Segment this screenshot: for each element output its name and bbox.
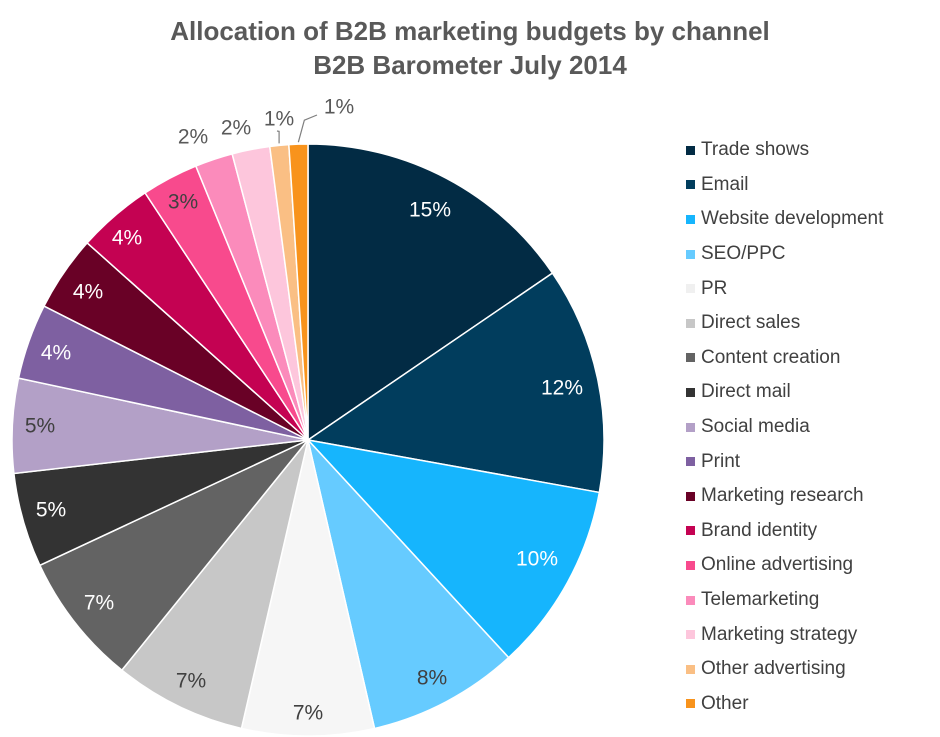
- pie-slice-email: [306, 272, 605, 494]
- legend-swatch: [686, 387, 695, 397]
- legend-swatch: [686, 145, 695, 155]
- legend-item-online-advertising: Online advertising: [686, 548, 936, 583]
- data-label-telemarketing: 2%: [178, 126, 208, 149]
- legend-label: Marketing strategy: [701, 623, 858, 645]
- chart-subtitle: B2B Barometer July 2014: [313, 50, 627, 80]
- legend-item-marketing-research: Marketing research: [686, 479, 936, 514]
- data-label-social-media: 5%: [25, 415, 55, 438]
- data-label-pr: 7%: [293, 702, 323, 725]
- legend-label: Content creation: [701, 346, 841, 368]
- legend-label: SEO/PPC: [701, 243, 786, 265]
- legend-label: Direct sales: [701, 312, 801, 334]
- legend-item-direct-mail: Direct mail: [686, 375, 936, 410]
- legend-label: Other advertising: [701, 658, 846, 680]
- legend-item-social-media: Social media: [686, 410, 936, 445]
- legend-swatch: [686, 595, 695, 605]
- legend-item-direct-sales: Direct sales: [686, 306, 936, 341]
- legend-label: Social media: [701, 416, 810, 438]
- legend-item-brand-identity: Brand identity: [686, 514, 936, 549]
- leader-lines: [276, 114, 318, 144]
- legend-label: Marketing research: [701, 485, 864, 507]
- pie-slice-website-development: [305, 438, 601, 659]
- pie-slices: [11, 143, 605, 737]
- legend-label: Website development: [701, 208, 884, 230]
- legend-item-telemarketing: Telemarketing: [686, 583, 936, 618]
- legend-label: PR: [701, 277, 728, 299]
- legend-item-content-creation: Content creation: [686, 341, 936, 376]
- legend-label: Trade shows: [701, 139, 810, 161]
- data-labels: 15% 12% 10% 8% 7% 7% 7% 5% 5% 4% 4% 4% 3% 2% 2% 1% 1%: [25, 96, 583, 725]
- pie-slice-trade-shows: [307, 143, 554, 442]
- legend-swatch: [686, 457, 695, 467]
- legend-swatch: [686, 284, 695, 294]
- chart-title: Allocation of B2B marketing budgets by c…: [0, 14, 940, 82]
- legend-label: Telemarketing: [701, 589, 820, 611]
- legend-swatch: [686, 249, 695, 259]
- data-label-brand-identity: 4%: [112, 227, 142, 250]
- data-label-seo-ppc: 8%: [417, 667, 447, 690]
- legend-swatch: [686, 630, 695, 640]
- legend-item-seo-ppc: SEO/PPC: [686, 237, 936, 272]
- leader-line-other-advertising: [276, 130, 280, 144]
- legend-swatch: [686, 353, 695, 363]
- legend-swatch: [686, 422, 695, 432]
- data-label-other: 1%: [324, 96, 354, 119]
- legend-item-marketing-strategy: Marketing strategy: [686, 617, 936, 652]
- legend: Trade shows Email Website development SEO/P…: [686, 133, 936, 721]
- leader-line-other: [297, 114, 318, 143]
- legend-item-pr: PR: [686, 271, 936, 306]
- legend-swatch: [686, 526, 695, 536]
- legend-swatch: [686, 180, 695, 190]
- legend-label: Direct mail: [701, 381, 791, 403]
- data-label-print: 4%: [41, 342, 71, 365]
- pie-slice-direct-sales: [120, 439, 309, 730]
- legend-item-email: Email: [686, 168, 936, 203]
- data-label-content-creation: 7%: [84, 592, 114, 615]
- legend-swatch: [686, 214, 695, 224]
- legend-label: Brand identity: [701, 519, 818, 541]
- legend-label: Other: [701, 692, 749, 714]
- legend-swatch: [686, 664, 695, 674]
- legend-item-other-advertising: Other advertising: [686, 652, 936, 687]
- data-label-other-advertising: 1%: [264, 108, 294, 131]
- legend-label: Email: [701, 173, 749, 195]
- chart-title-line1: Allocation of B2B marketing budgets by c…: [170, 16, 770, 46]
- legend-item-website-development: Website development: [686, 202, 936, 237]
- legend-swatch: [686, 491, 695, 501]
- legend-item-trade-shows: Trade shows: [686, 133, 936, 168]
- pie-slice-content-creation: [38, 439, 309, 672]
- data-label-website-development: 10%: [516, 548, 558, 571]
- data-label-online-advertising: 3%: [168, 191, 198, 214]
- data-label-trade-shows: 15%: [409, 199, 451, 222]
- legend-item-print: Print: [686, 444, 936, 479]
- legend-swatch: [686, 699, 695, 709]
- legend-label: Print: [701, 450, 741, 472]
- data-label-direct-mail: 5%: [36, 499, 66, 522]
- legend-swatch: [686, 560, 695, 570]
- data-label-marketing-strategy: 2%: [221, 117, 251, 140]
- pie-slice-pr: [240, 439, 376, 737]
- legend-label: Online advertising: [701, 554, 854, 576]
- legend-item-other: Other: [686, 687, 936, 722]
- data-label-marketing-research: 4%: [73, 281, 103, 304]
- pie-slice-other: [288, 143, 309, 441]
- data-label-email: 12%: [541, 377, 583, 400]
- data-label-direct-sales: 7%: [176, 670, 206, 693]
- legend-swatch: [686, 318, 695, 328]
